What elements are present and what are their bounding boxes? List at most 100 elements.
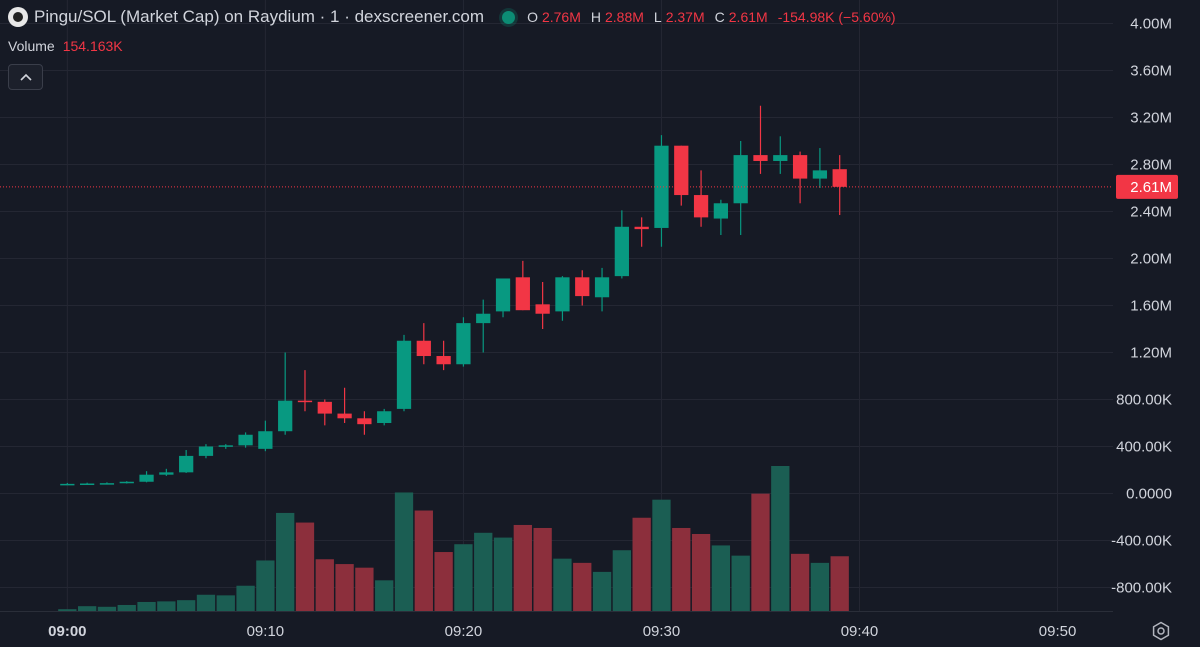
volume-bar [394, 492, 414, 611]
candle-up [614, 226, 629, 277]
y-tick-label: 2.80M [1130, 157, 1172, 174]
volume-bar [474, 532, 493, 611]
y-tick-label: 3.60M [1130, 63, 1172, 80]
candle-up [377, 411, 392, 423]
volume-bar [137, 601, 156, 611]
y-tick-label: 1.60M [1130, 298, 1172, 315]
volume-bar [592, 571, 612, 611]
candle-up [139, 474, 154, 482]
open-label: O [527, 9, 538, 25]
candle-up [80, 483, 95, 486]
x-tick-label: 09:30 [643, 623, 681, 640]
volume-bar [256, 560, 275, 611]
volume-bar [315, 559, 334, 611]
volume-bar [157, 601, 176, 611]
low-label: L [653, 9, 662, 25]
candle-up [278, 400, 293, 432]
candle-down [634, 226, 649, 230]
volume-bar [196, 594, 216, 611]
volume-bar [97, 606, 117, 611]
volume-label: Volume [8, 38, 55, 54]
candle-up [733, 155, 748, 204]
candles [60, 105, 847, 486]
candle-down [674, 145, 689, 196]
change-value: -154.98K (−5.60%) [777, 9, 896, 25]
high-value: 2.88M [605, 9, 644, 25]
volume-bar [375, 580, 394, 611]
volume-bar [295, 522, 315, 611]
x-axis: 09:00 09:10 09:20 09:30 09:40 09:50 [48, 623, 1076, 640]
y-tick-label: 2.40M [1130, 204, 1172, 221]
chevron-up-icon [19, 73, 32, 81]
x-tick-label: 09:00 [48, 623, 86, 640]
token-logo-icon [8, 7, 28, 27]
volume-bar [335, 564, 354, 611]
candle-down [515, 277, 530, 311]
volume-bar [731, 555, 750, 611]
candle-down [792, 155, 808, 179]
y-tick-label: 800.00K [1116, 392, 1172, 409]
candle-down [535, 304, 550, 314]
candle-down [693, 195, 709, 218]
volume-bar [612, 550, 632, 611]
volume-bar [414, 510, 433, 611]
candle-up [218, 445, 233, 447]
collapse-legend-button[interactable] [8, 64, 43, 90]
volume-bar [454, 544, 473, 611]
candle-up [555, 277, 570, 312]
volume-bar [790, 553, 810, 611]
volume-bar [434, 552, 453, 611]
volume-bar [493, 537, 513, 611]
y-tick-label: 2.00M [1130, 251, 1172, 268]
y-tick-label: 4.00M [1130, 16, 1172, 33]
y-tick-label: 0.0000 [1126, 486, 1172, 503]
volume-bar [573, 562, 592, 611]
volume-bar [691, 533, 711, 611]
ohlc-values: O 2.76M H 2.88M L 2.37M C 2.61M -154.98K (−5… [527, 9, 902, 25]
candle-down [337, 413, 352, 419]
candle-up [456, 323, 471, 365]
close-value: 2.61M [728, 9, 768, 25]
volume-legend: Volume 154.163K [8, 38, 123, 54]
volume-bar [216, 595, 235, 611]
y-tick-label: 400.00K [1116, 439, 1172, 456]
candle-up [396, 340, 412, 409]
volume-bar [632, 517, 651, 611]
candle-down [575, 277, 590, 297]
candle-up [654, 145, 669, 228]
candle-up [119, 481, 134, 484]
settings-gear-icon[interactable] [1151, 621, 1171, 641]
x-tick-label: 09:50 [1039, 623, 1077, 640]
candle-down [317, 401, 332, 414]
candle-down [832, 169, 847, 187]
chart-title: Pingu/SOL (Market Cap) on Raydium · 1 · … [34, 7, 485, 26]
volume-bar [58, 609, 77, 611]
candle-up [773, 155, 788, 161]
volume-bar [810, 562, 830, 611]
candle-up [238, 434, 253, 446]
volume-bar [711, 545, 731, 611]
volume-bar [117, 604, 136, 611]
volume-bar [513, 524, 532, 611]
volume-bar [771, 466, 790, 611]
candle-up [99, 483, 115, 485]
current-price-label: 2.61M [1130, 179, 1172, 196]
chart-legend: Pingu/SOL (Market Cap) on Raydium · 1 · … [8, 7, 902, 27]
volume-bar [177, 600, 196, 611]
candle-up [594, 277, 610, 298]
current-price-tag: 2.61M [1116, 174, 1178, 199]
candle-up [495, 278, 511, 312]
x-tick-label: 09:20 [445, 623, 483, 640]
volume-bar [533, 527, 552, 611]
x-tick-label: 09:10 [247, 623, 285, 640]
close-label: C [714, 9, 725, 25]
volume-bar [355, 567, 374, 611]
candle-up [198, 446, 214, 456]
volume-bar [77, 606, 97, 611]
y-tick-label: -800.00K [1111, 580, 1172, 597]
volume-bar [830, 556, 849, 611]
volume-bar [652, 499, 671, 611]
y-axis: 4.00M 3.60M 3.20M 2.80M 2.40M 2.00M 1.60M 1.20M… [1111, 16, 1172, 597]
